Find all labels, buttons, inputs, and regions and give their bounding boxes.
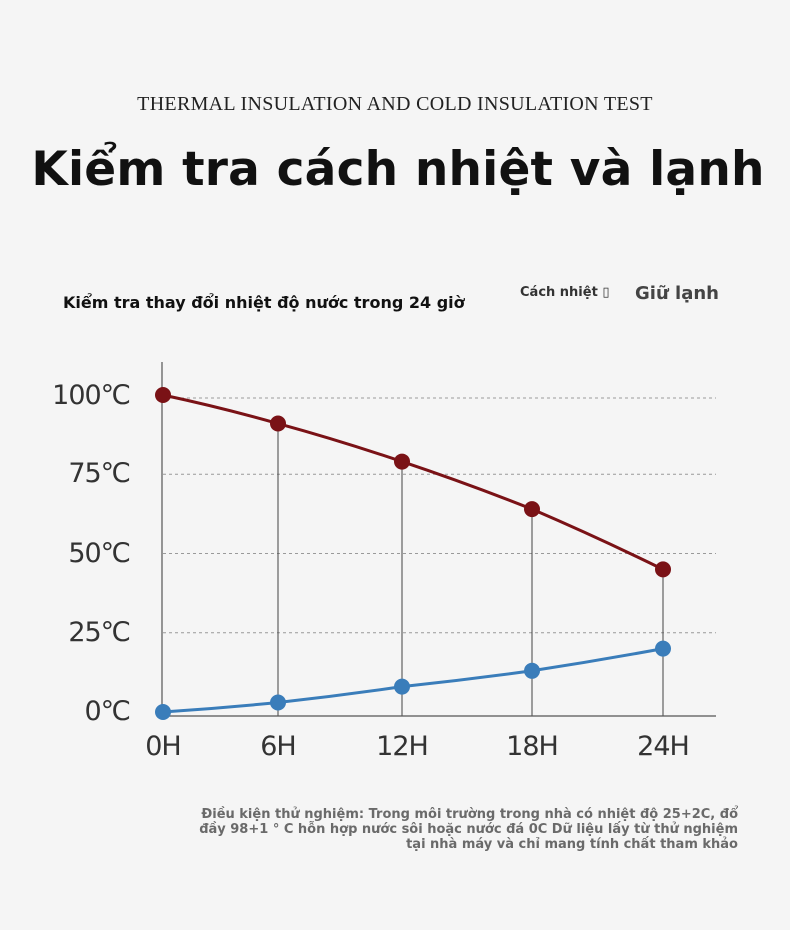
english-subtitle: THERMAL INSULATION AND COLD INSULATION T… [137, 93, 653, 115]
legend-cold-keeping: Giữ lạnh [635, 283, 719, 304]
y-tick-label: 50℃ [68, 538, 130, 569]
y-tick-label: 25℃ [68, 617, 130, 648]
note-line-1: Điều kiện thử nghiệm: Trong môi trường t… [201, 807, 738, 822]
x-tick-label: 18H [506, 731, 558, 762]
label-layer: 100℃ 75℃ 50℃ 25℃ 0℃ 0H 6H 12H 18H 24H [52, 380, 690, 762]
data-point-insulation [270, 415, 286, 432]
data-point-insulation [655, 561, 671, 578]
series-line-cold [162, 647, 664, 714]
test-conditions-note: Điều kiện thử nghiệm: Trong môi trường t… [138, 807, 738, 852]
grid-layer [163, 397, 716, 716]
note-line-3: tại nhà máy và chỉ mang tính chất tham k… [406, 837, 738, 852]
data-point-cold [524, 662, 540, 679]
y-tick-label: 75℃ [68, 458, 130, 489]
data-point-cold [655, 640, 671, 657]
legend-insulation: Cách nhiệt ▯ [520, 285, 610, 300]
chart-heading: Kiểm tra thay đổi nhiệt độ nước trong 24… [63, 293, 465, 312]
data-point-insulation [524, 501, 540, 518]
y-tick-label: 100℃ [52, 380, 130, 411]
x-tick-label: 0H [145, 731, 180, 762]
data-point-cold [270, 694, 286, 711]
x-tick-label: 12H [376, 731, 428, 762]
axis-layer [161, 362, 716, 717]
data-point-insulation [155, 387, 171, 403]
series-line-insulation [162, 393, 664, 571]
x-tick-label: 6H [260, 731, 295, 762]
data-point-cold [155, 704, 171, 720]
data-point-insulation [394, 453, 410, 470]
y-tick-label: 0℃ [84, 696, 130, 727]
data-point-cold [394, 678, 410, 695]
page-title: Kiểm tra cách nhiệt và lạnh [31, 142, 765, 197]
x-tick-label: 24H [637, 731, 689, 762]
series-layer [155, 387, 671, 720]
note-line-2: đầy 98+1 ° C hỗn hợp nước sôi hoặc nước … [199, 822, 738, 837]
